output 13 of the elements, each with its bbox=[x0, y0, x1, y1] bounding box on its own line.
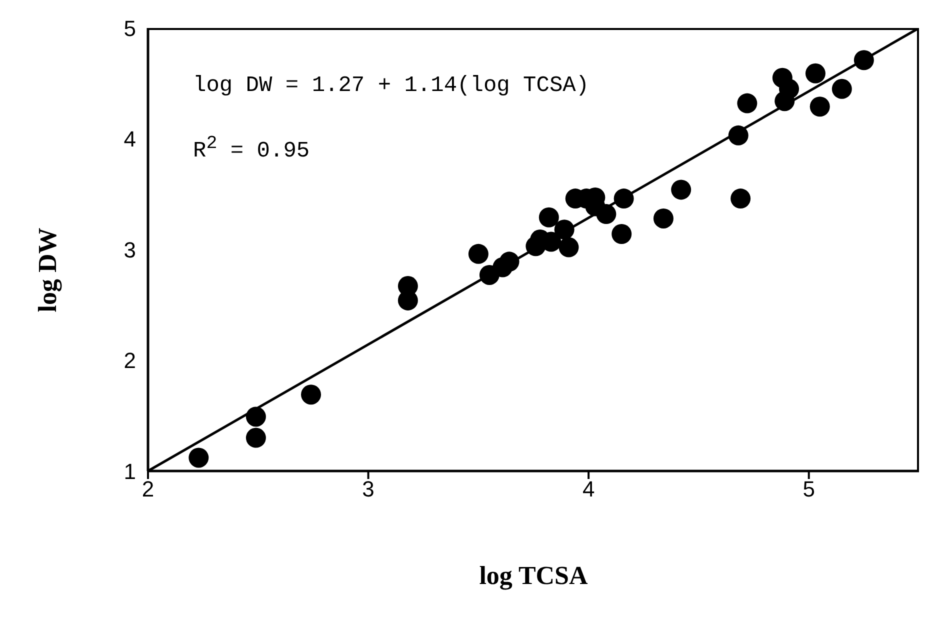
y-tick-label: 3 bbox=[124, 237, 136, 262]
x-tick-label: 3 bbox=[362, 476, 374, 502]
annotation: R$^{2}$ = 0.95 bbox=[193, 133, 310, 164]
x-tick-label: 5 bbox=[802, 476, 815, 502]
y-tick-label: 1 bbox=[124, 458, 136, 484]
annotation: log DW = 1.27 + 1.14(log TCSA) bbox=[193, 73, 590, 98]
x-axis-title: log TCSA bbox=[478, 561, 589, 591]
x-tick-label: 2 bbox=[142, 476, 154, 502]
x-tick-label: 4 bbox=[582, 476, 595, 502]
y-tick-label: 4 bbox=[124, 126, 136, 152]
y-tick-label: 5 bbox=[124, 16, 136, 41]
y-tick-label: 2 bbox=[124, 348, 136, 374]
y-axis-title: log DW bbox=[33, 226, 63, 314]
